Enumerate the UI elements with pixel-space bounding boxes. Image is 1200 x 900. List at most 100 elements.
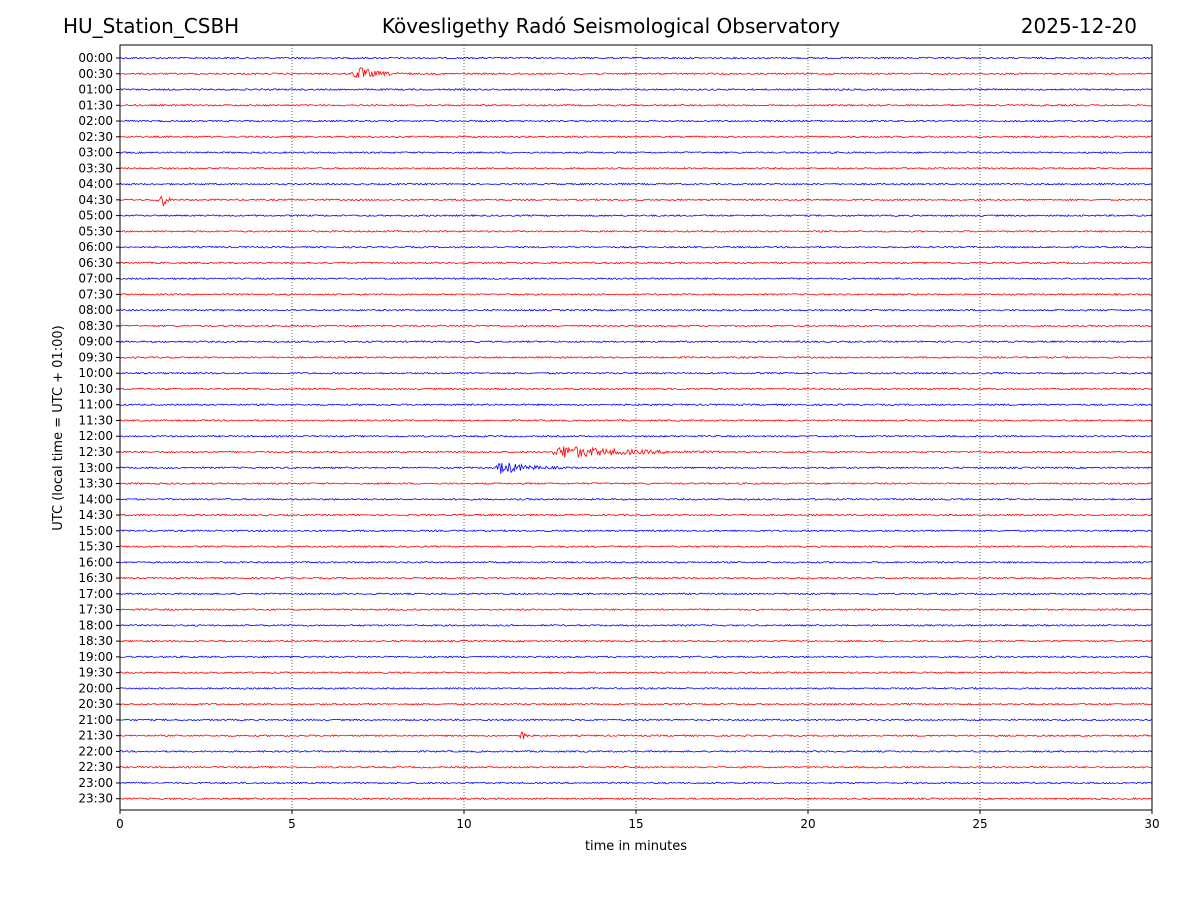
y-tick-label-0830: 08:30 <box>78 319 113 333</box>
y-tick-label-0530: 05:30 <box>78 224 113 238</box>
y-tick-label-1300: 13:00 <box>78 461 113 475</box>
y-tick-label-1330: 13:30 <box>78 477 113 491</box>
y-tick-label-0000: 00:00 <box>78 51 113 65</box>
trace-row-0330 <box>119 166 1153 170</box>
trace-row-0000 <box>119 56 1153 60</box>
x-tick-label-25: 25 <box>972 817 987 831</box>
y-tick-label-2130: 21:30 <box>78 729 113 743</box>
y-tick-label-2200: 22:00 <box>78 744 113 758</box>
trace-row-0930 <box>119 355 1153 359</box>
trace-row-2100 <box>119 718 1153 722</box>
trace-row-0230 <box>119 135 1153 139</box>
y-tick-label-0600: 06:00 <box>78 240 113 254</box>
x-tick-label-15: 15 <box>628 817 643 831</box>
y-tick-label-1530: 15:30 <box>78 540 113 554</box>
trace-row-1030 <box>119 387 1153 391</box>
trace-row-0100 <box>119 88 1153 91</box>
y-tick-label-2100: 21:00 <box>78 713 113 727</box>
y-tick-label-2230: 22:30 <box>78 760 113 774</box>
x-tick-label-30: 30 <box>1144 817 1159 831</box>
y-tick-label-0300: 03:00 <box>78 146 113 160</box>
trace-row-1800 <box>119 623 1153 627</box>
trace-row-1100 <box>119 403 1153 407</box>
y-tick-label-1430: 14:30 <box>78 508 113 522</box>
station-name: HU_Station_CSBH <box>63 14 240 38</box>
trace-row-0500 <box>119 214 1153 218</box>
y-tick-label-0400: 04:00 <box>78 177 113 191</box>
y-tick-label-1830: 18:30 <box>78 634 113 648</box>
trace-row-0630 <box>119 261 1153 265</box>
y-tick-label-0500: 05:00 <box>78 209 113 223</box>
trace-row-0700 <box>119 277 1153 281</box>
trace-row-1530 <box>119 545 1153 549</box>
trace-row-1630 <box>119 576 1152 580</box>
x-tick-label-10: 10 <box>456 817 471 831</box>
y-tick-label-1500: 15:00 <box>78 524 113 538</box>
chart-date: 2025-12-20 <box>1020 14 1137 38</box>
y-tick-label-1700: 17:00 <box>78 587 113 601</box>
y-axis-label: UTC (local time = UTC + 01:00) <box>51 325 66 530</box>
y-tick-label-2330: 23:30 <box>78 792 113 806</box>
trace-row-0900 <box>119 340 1153 344</box>
y-tick-label-0800: 08:00 <box>78 303 113 317</box>
trace-row-1300 <box>119 462 1153 474</box>
y-tick-label-1230: 12:30 <box>78 445 113 459</box>
trace-row-1230 <box>119 446 1153 458</box>
trace-row-0400 <box>119 182 1153 186</box>
chart-title: Kövesligethy Radó Seismological Observat… <box>381 14 841 38</box>
trace-row-2130 <box>119 731 1153 740</box>
x-tick-label-20: 20 <box>800 817 815 831</box>
y-tick-label-0200: 02:00 <box>78 114 113 128</box>
y-tick-label-1130: 11:30 <box>78 413 113 427</box>
y-tick-label-1930: 19:30 <box>78 666 113 680</box>
trace-row-1900 <box>119 655 1153 659</box>
y-tick-label-0730: 07:30 <box>78 287 113 301</box>
trace-row-0600 <box>119 245 1153 249</box>
y-tick-label-2030: 20:30 <box>78 697 113 711</box>
trace-row-0830 <box>119 324 1153 328</box>
trace-row-2230 <box>119 765 1153 769</box>
y-tick-label-1030: 10:30 <box>78 382 113 396</box>
trace-row-0300 <box>119 151 1153 155</box>
y-tick-label-0630: 06:30 <box>78 256 113 270</box>
trace-row-2200 <box>119 749 1153 753</box>
y-tick-label-0330: 03:30 <box>78 161 113 175</box>
y-tick-label-1800: 18:00 <box>78 618 113 632</box>
y-tick-label-2300: 23:00 <box>78 776 113 790</box>
trace-row-2000 <box>119 686 1153 690</box>
x-axis-ticks: 0 5 10 15 20 25 30 <box>116 810 1160 831</box>
y-tick-label-0900: 09:00 <box>78 335 113 349</box>
grid-lines <box>291 45 981 810</box>
trace-row-0800 <box>119 308 1153 312</box>
y-tick-label-1900: 19:00 <box>78 650 113 664</box>
y-tick-label-1600: 16:00 <box>78 555 113 569</box>
trace-row-1600 <box>119 560 1153 564</box>
trace-row-1500 <box>119 529 1153 533</box>
trace-row-0130 <box>119 103 1153 107</box>
trace-row-1930 <box>119 671 1153 675</box>
y-tick-label-2000: 20:00 <box>78 681 113 695</box>
trace-row-0030 <box>119 67 1153 79</box>
y-tick-label-1400: 14:00 <box>78 492 113 506</box>
trace-row-2300 <box>119 781 1153 785</box>
x-tick-label-0: 0 <box>116 817 124 831</box>
y-tick-label-0030: 00:30 <box>78 67 113 81</box>
y-tick-label-1730: 17:30 <box>78 603 113 617</box>
trace-row-0730 <box>119 292 1153 296</box>
y-tick-label-0100: 01:00 <box>78 83 113 97</box>
trace-row-1200 <box>119 434 1153 438</box>
y-tick-label-1200: 12:00 <box>78 429 113 443</box>
y-tick-label-1000: 10:00 <box>78 366 113 380</box>
trace-row-1400 <box>119 497 1153 501</box>
x-axis-label: time in minutes <box>585 839 687 854</box>
y-tick-label-0130: 01:30 <box>78 98 113 112</box>
y-tick-label-0700: 07:00 <box>78 272 113 286</box>
trace-row-2330 <box>119 797 1153 801</box>
trace-row-1430 <box>119 513 1153 517</box>
y-tick-label-0930: 09:30 <box>78 350 113 364</box>
trace-row-2030 <box>119 702 1153 706</box>
trace-row-1730 <box>119 608 1153 612</box>
